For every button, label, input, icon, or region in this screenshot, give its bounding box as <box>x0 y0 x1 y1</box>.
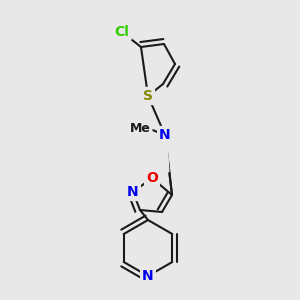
Text: O: O <box>146 171 158 185</box>
Text: Cl: Cl <box>115 25 129 39</box>
Text: Me: Me <box>130 122 150 136</box>
Text: N: N <box>127 185 139 199</box>
Text: S: S <box>143 89 153 103</box>
Text: Cl: Cl <box>115 25 129 39</box>
Text: N: N <box>127 185 139 199</box>
Text: N: N <box>159 128 171 142</box>
Text: N: N <box>142 269 154 283</box>
Text: O: O <box>146 171 158 185</box>
Text: Me: Me <box>130 122 150 136</box>
Text: N: N <box>159 128 171 142</box>
Text: S: S <box>143 89 153 103</box>
Text: N: N <box>142 269 154 283</box>
